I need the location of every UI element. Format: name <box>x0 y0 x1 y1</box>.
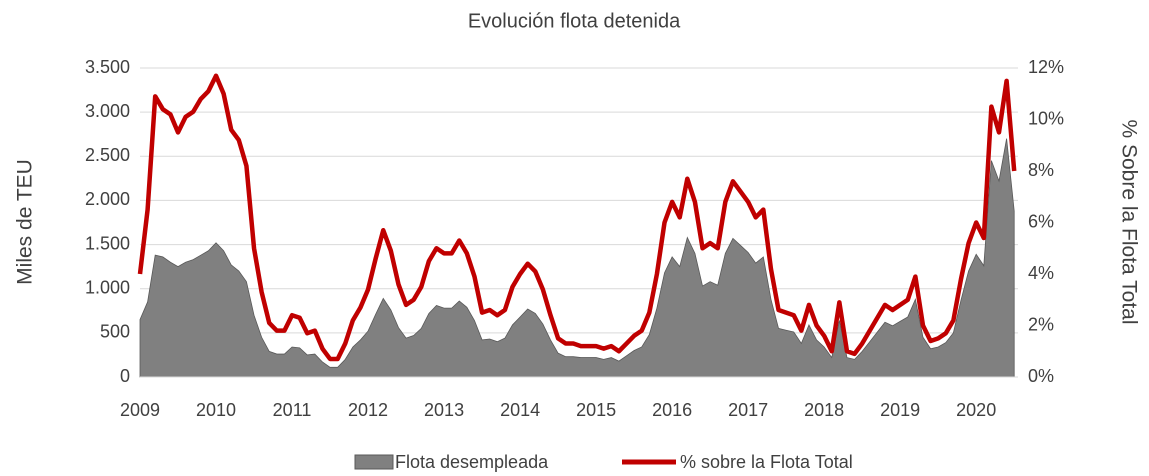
x-tick-label: 2020 <box>956 400 996 420</box>
legend-swatch <box>354 454 394 470</box>
y2-tick-label: 2% <box>1028 314 1054 334</box>
x-tick-label: 2010 <box>196 400 236 420</box>
y2-tick-label: 0% <box>1028 366 1054 386</box>
y-tick-label: 500 <box>100 322 130 342</box>
y-axis-title: Miles de TEU <box>14 159 37 285</box>
y2-tick-label: 4% <box>1028 263 1054 283</box>
y-tick-label: 0 <box>120 366 130 386</box>
y-tick-label: 2.000 <box>85 189 130 209</box>
x-tick-label: 2009 <box>120 400 160 420</box>
y2-axis-title: % Sobre la Flota Total <box>1117 119 1140 324</box>
y2-tick-label: 6% <box>1028 211 1054 231</box>
area <box>139 138 1015 378</box>
x-tick-label: 2014 <box>500 400 540 420</box>
y2-tick-label: 12% <box>1028 57 1064 77</box>
y-tick-label: 3.000 <box>85 101 130 121</box>
y-tick-label: 3.500 <box>85 57 130 77</box>
y-tick-label: 2.500 <box>85 145 130 165</box>
x-tick-label: 2015 <box>576 400 616 420</box>
legend-label: % sobre la Flota Total <box>680 452 853 472</box>
y2-tick-label: 8% <box>1028 160 1054 180</box>
legend-label: Flota desempleada <box>395 452 549 472</box>
x-tick-label: 2016 <box>652 400 692 420</box>
x-tick-label: 2019 <box>880 400 920 420</box>
y-tick-label: 1.000 <box>85 277 130 297</box>
y-tick-label: 1.500 <box>85 233 130 253</box>
x-tick-label: 2011 <box>273 400 312 420</box>
x-tick-label: 2017 <box>728 400 768 420</box>
y2-tick-label: 10% <box>1028 108 1064 128</box>
x-tick-label: 2012 <box>348 400 388 420</box>
x-tick-label: 2013 <box>424 400 464 420</box>
line <box>137 73 1017 362</box>
chart-title: Evolución flota detenida <box>468 10 681 32</box>
x-tick-label: 2018 <box>804 400 844 420</box>
